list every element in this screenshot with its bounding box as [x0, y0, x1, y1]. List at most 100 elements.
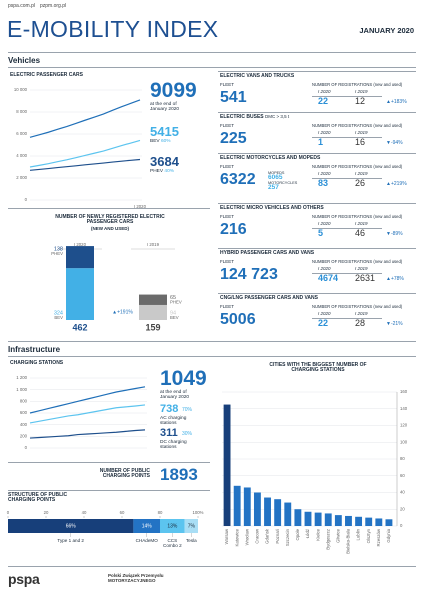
category-label: I 2020 — [74, 242, 87, 247]
card-title: ELECTRIC MICRO VEHICLES AND OTHERS — [220, 205, 324, 211]
points-value: 1893 — [160, 465, 198, 484]
part-share: 30% — [182, 430, 193, 437]
x-tick-label: Rzeszów — [376, 528, 381, 546]
bar-segment — [160, 519, 185, 533]
link: pspa.com.pl — [8, 3, 35, 9]
reg-label: NUMBER OF REGISTRATIONS (new and used) — [312, 259, 403, 264]
bar-segment — [184, 519, 198, 533]
category-label: Type 1 and 2 — [57, 538, 84, 543]
fleet-label: FLEET — [220, 214, 235, 219]
rule — [312, 227, 382, 229]
reg-value: 83 — [318, 178, 329, 188]
chart-subtitle: (NEW AND USED) — [90, 226, 130, 231]
chart-title: CITIES WITH THE BIGGEST NUMBER OF CHARGI… — [269, 362, 367, 374]
series-label: BEV — [170, 315, 179, 320]
fleet-label: FLEET — [220, 304, 235, 309]
x-tick-label: Wrocław — [244, 528, 249, 545]
line — [29, 158, 141, 171]
y-tick-label: 100 — [400, 439, 408, 444]
chart-title: STRUCTURE OF PUBLIC CHARGING POINTS — [8, 492, 68, 504]
reg-value: 5 — [318, 228, 324, 238]
x-tick-label: 40 — [82, 510, 87, 515]
y-tick-label: 8 000 — [16, 109, 27, 114]
reg-value: 22 — [318, 318, 329, 328]
sub-value: 257 — [268, 184, 279, 191]
reg-value: 1 — [318, 137, 324, 147]
year-label: I 2019 — [355, 266, 368, 271]
change: ▲+219% — [386, 181, 407, 187]
year-label: I 2020 — [318, 89, 331, 94]
y-tick-label: 140 — [400, 406, 408, 411]
category-label: I 2019 — [147, 242, 160, 247]
rule — [312, 136, 382, 138]
reg-label: NUMBER OF REGISTRATIONS (new and used) — [312, 82, 403, 87]
series-label: BEV — [54, 315, 63, 320]
fleet-value: 541 — [220, 89, 247, 106]
bar-segment — [8, 519, 134, 533]
year-label: I 2020 — [318, 221, 331, 226]
y-tick-label: 1 000 — [16, 387, 27, 392]
x-tick-label: Kielce — [315, 528, 320, 540]
series-label: PHEV — [51, 251, 63, 256]
section-title: Vehicles — [8, 56, 41, 65]
bar — [345, 515, 352, 526]
bar — [253, 492, 261, 526]
x-tick-label: Opole — [295, 528, 300, 540]
value-label: 7% — [188, 523, 196, 529]
y-tick-label: 2 000 — [16, 175, 27, 180]
change: ▲+183% — [386, 99, 407, 105]
rule — [8, 356, 416, 357]
y-tick-label: 1 200 — [16, 375, 27, 380]
line — [29, 139, 141, 168]
rule — [312, 272, 382, 274]
card-title-text: ELECTRIC BUSES — [220, 114, 264, 120]
fleet-label: FLEET — [220, 259, 235, 264]
change: ▲+78% — [386, 276, 404, 282]
x-tick-label: 0 — [7, 510, 10, 515]
year-label: I 2020 — [318, 130, 331, 135]
bar — [365, 517, 373, 526]
y-tick-label: 80 — [400, 456, 405, 461]
rule — [8, 67, 416, 68]
bar — [243, 487, 251, 526]
part-number: 3684 — [150, 154, 179, 169]
rule — [312, 317, 382, 319]
part-caption: PHEV 40% — [150, 169, 190, 174]
part-label: PHEV — [150, 169, 164, 174]
chart-title: NUMBER OF NEWLY REGISTERED ELECTRIC PASS… — [55, 214, 165, 226]
bar — [385, 519, 393, 526]
fleet-value: 225 — [220, 130, 247, 147]
line — [29, 386, 146, 414]
x-tick-label: Olsztyn — [366, 528, 371, 543]
y-tick-label: 0 — [25, 445, 28, 450]
y-tick-label: 20 — [400, 506, 405, 511]
bar — [274, 499, 282, 526]
link: pzpm.org.pl — [40, 3, 67, 9]
reg-value: 26 — [355, 178, 366, 188]
reg-label: NUMBER OF REGISTRATIONS (new and used) — [312, 164, 403, 169]
x-tick-label: Szczecin — [285, 528, 290, 546]
logo: pspa — [8, 571, 40, 587]
rule — [8, 52, 416, 53]
fleet-value: 6322 — [220, 171, 256, 188]
card-title-text: HYBRID PASSENGER CARS AND VANS — [220, 250, 315, 256]
series-label: PHEV — [170, 300, 182, 305]
rule — [218, 248, 416, 249]
note: at the end of January 2020 — [160, 390, 190, 401]
year-label: I 2020 — [318, 171, 331, 176]
value-label: 66% — [66, 523, 77, 529]
total-label: 462 — [72, 322, 87, 332]
rule — [312, 95, 382, 97]
category-label: Tesla — [185, 538, 197, 543]
rule — [8, 208, 210, 209]
x-tick-label: Gliwice — [335, 528, 340, 542]
reg-value: 46 — [355, 228, 366, 238]
y-tick-label: 120 — [400, 423, 408, 428]
y-tick-label: 200 — [20, 433, 28, 438]
bar-segment — [139, 304, 167, 320]
year-label: I 2019 — [355, 311, 368, 316]
y-tick-label: 800 — [20, 398, 28, 403]
fleet-label: FLEET — [220, 82, 235, 87]
reg-label: NUMBER OF REGISTRATIONS (new and used) — [312, 123, 403, 128]
